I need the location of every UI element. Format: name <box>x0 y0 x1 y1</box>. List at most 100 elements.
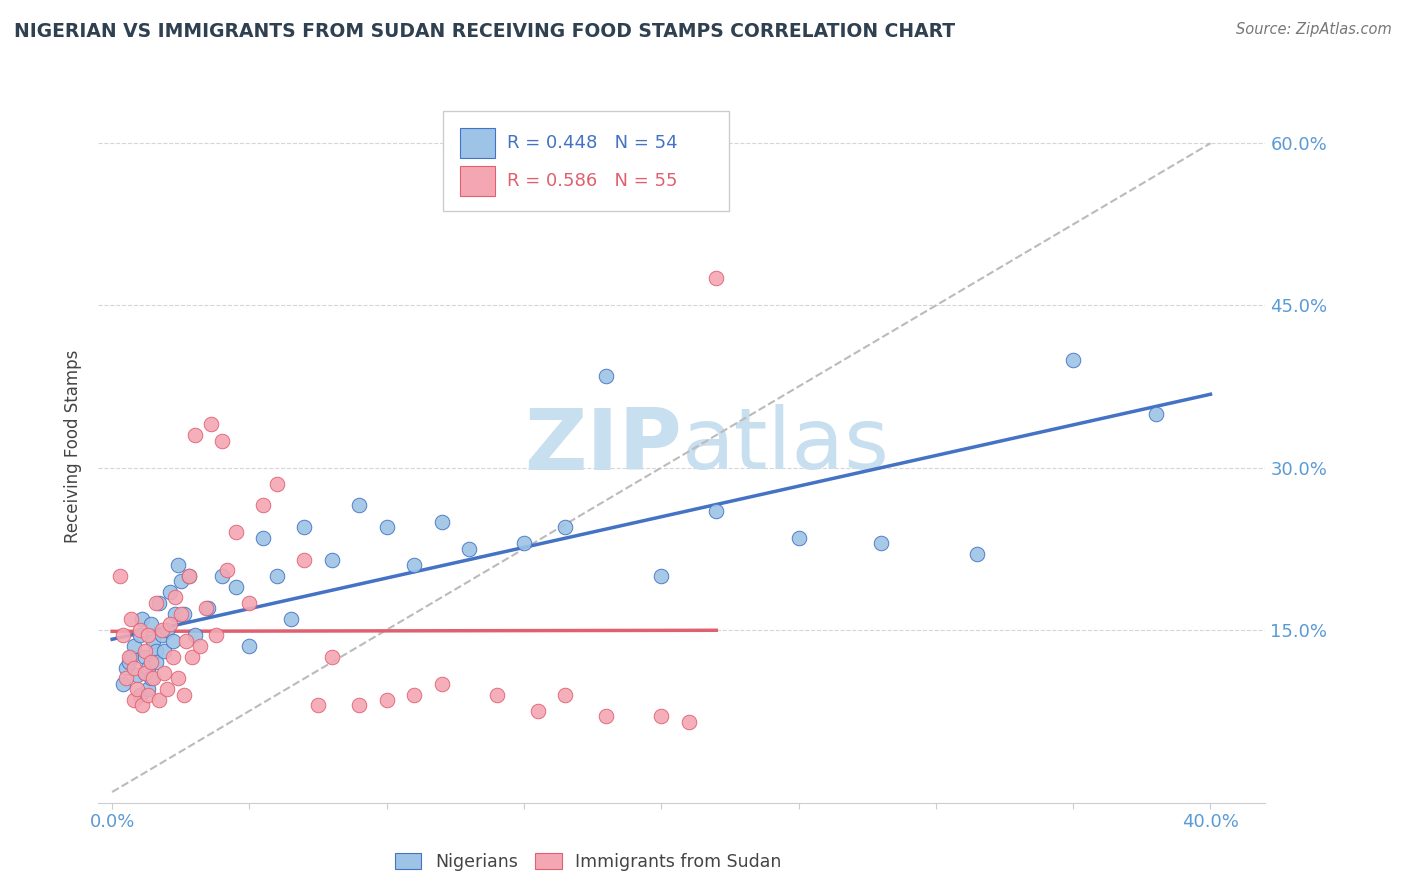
Text: atlas: atlas <box>682 404 890 488</box>
Point <box>117 649 139 664</box>
Point <box>217 563 239 577</box>
Y-axis label: Receiving Food Stamps: Receiving Food Stamps <box>65 350 83 542</box>
FancyBboxPatch shape <box>460 128 495 159</box>
Point <box>112 677 135 691</box>
Point <box>131 698 153 713</box>
Point <box>595 368 617 383</box>
Point <box>966 547 988 561</box>
Point <box>139 672 162 686</box>
Point <box>485 688 508 702</box>
Point <box>153 666 176 681</box>
Point <box>183 628 205 642</box>
Point <box>513 536 536 550</box>
Point <box>197 601 219 615</box>
Point <box>122 660 145 674</box>
Point <box>200 417 222 432</box>
Point <box>211 434 233 448</box>
Point <box>650 709 672 723</box>
Point <box>128 623 150 637</box>
Point <box>136 688 159 702</box>
Point <box>174 633 197 648</box>
Point <box>205 628 228 642</box>
Point <box>136 682 159 697</box>
Point <box>115 660 138 674</box>
Point <box>159 617 181 632</box>
Point <box>165 607 187 621</box>
Point <box>595 709 617 723</box>
Point <box>280 612 302 626</box>
Point <box>167 558 190 572</box>
Point <box>170 607 193 621</box>
Point <box>225 580 247 594</box>
Point <box>112 628 135 642</box>
Point <box>128 628 150 642</box>
Point <box>404 558 426 572</box>
Point <box>173 607 195 621</box>
Point <box>128 688 150 702</box>
Point <box>180 649 202 664</box>
Point <box>142 672 165 686</box>
Point <box>156 623 179 637</box>
Point <box>145 596 167 610</box>
Point <box>110 568 132 582</box>
Point <box>167 672 190 686</box>
Legend: Nigerians, Immigrants from Sudan: Nigerians, Immigrants from Sudan <box>387 845 790 880</box>
Point <box>125 682 148 697</box>
Point <box>131 612 153 626</box>
Point <box>117 655 139 669</box>
Point <box>526 704 548 718</box>
Point <box>650 568 672 582</box>
Point <box>349 698 371 713</box>
Point <box>554 520 576 534</box>
Text: ZIP: ZIP <box>524 404 682 488</box>
Point <box>870 536 893 550</box>
Point <box>134 666 156 681</box>
Point <box>238 639 260 653</box>
Point <box>159 585 181 599</box>
Point <box>150 628 173 642</box>
Point <box>704 504 727 518</box>
Point <box>1144 407 1167 421</box>
Point <box>458 541 481 556</box>
Text: NIGERIAN VS IMMIGRANTS FROM SUDAN RECEIVING FOOD STAMPS CORRELATION CHART: NIGERIAN VS IMMIGRANTS FROM SUDAN RECEIV… <box>14 22 955 41</box>
Point <box>211 568 233 582</box>
Point <box>170 574 193 589</box>
Point <box>134 666 156 681</box>
Point <box>252 531 274 545</box>
Point <box>115 672 138 686</box>
Point <box>177 568 200 582</box>
Point <box>704 271 727 285</box>
Point <box>125 668 148 682</box>
Point <box>120 612 142 626</box>
Point <box>145 644 167 658</box>
Point <box>120 649 142 664</box>
Point <box>292 520 315 534</box>
Point <box>122 639 145 653</box>
Point <box>266 476 288 491</box>
Point <box>554 688 576 702</box>
Point <box>430 677 453 691</box>
FancyBboxPatch shape <box>460 166 495 196</box>
Point <box>136 628 159 642</box>
Point <box>183 428 205 442</box>
Point <box>321 649 343 664</box>
Point <box>134 644 156 658</box>
Text: R = 0.586   N = 55: R = 0.586 N = 55 <box>506 172 678 190</box>
Point <box>1062 352 1084 367</box>
Point <box>404 688 426 702</box>
Point <box>136 660 159 674</box>
Point <box>122 693 145 707</box>
Text: R = 0.448   N = 54: R = 0.448 N = 54 <box>506 135 678 153</box>
Point <box>156 682 179 697</box>
Point <box>266 568 288 582</box>
Point <box>238 596 260 610</box>
Point <box>134 649 156 664</box>
Point <box>375 693 398 707</box>
Point <box>165 591 187 605</box>
Point <box>787 531 810 545</box>
Point <box>349 499 371 513</box>
Point <box>252 499 274 513</box>
Point <box>145 655 167 669</box>
Text: Source: ZipAtlas.com: Source: ZipAtlas.com <box>1236 22 1392 37</box>
Point <box>292 552 315 566</box>
